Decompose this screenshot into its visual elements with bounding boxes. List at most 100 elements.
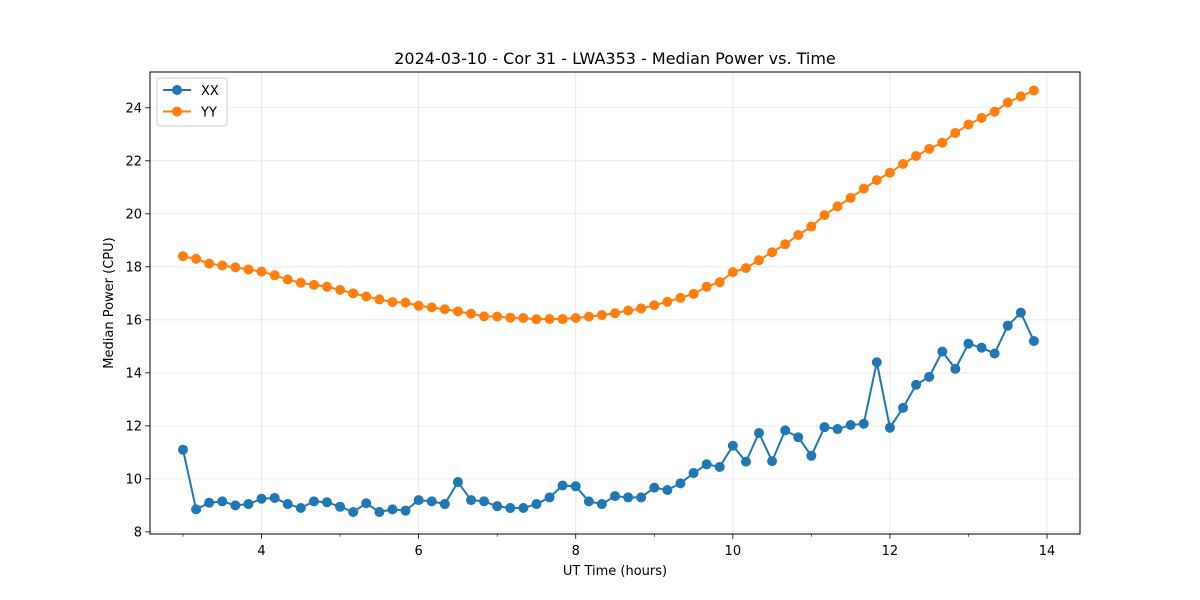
data-point-xx [989,348,1000,359]
data-point-xx [335,501,346,512]
data-point-xx [937,346,948,357]
data-point-yy [714,277,725,288]
data-point-yy [701,281,712,292]
data-point-xx [1002,320,1013,331]
data-point-yy [492,311,503,322]
data-point-xx [623,492,634,503]
data-point-xx [361,498,372,509]
data-point-yy [950,127,961,138]
data-point-yy [610,308,620,319]
data-point-yy [531,314,542,325]
data-point-yy [269,270,280,281]
data-point-yy [282,274,293,285]
data-point-xx [675,478,686,489]
plot-frame [149,71,1081,535]
y-tick-label: 8 [134,525,142,540]
data-point-yy [479,311,490,322]
x-tick-label: 8 [572,544,580,559]
data-point-yy [544,314,555,325]
data-point-xx [950,363,961,374]
legend-label-xx: XX [201,84,219,99]
data-point-yy [898,158,909,169]
data-point-xx [858,418,869,429]
data-point-yy [518,312,529,323]
data-point-xx [898,402,909,413]
data-point-yy [989,106,1000,117]
data-point-xx [282,499,293,510]
data-point-yy [963,119,974,130]
data-point-xx [452,477,463,488]
data-point-xx [767,456,778,467]
y-tick-label: 22 [125,154,142,169]
data-point-xx [780,425,791,436]
data-point-yy [230,262,241,273]
data-point-yy [1015,91,1026,102]
data-point-xx [662,485,673,495]
data-point-yy [740,263,751,274]
data-point-xx [217,496,228,507]
data-point-xx [321,497,332,508]
x-tick-label: 12 [882,544,899,559]
data-point-yy [675,292,686,303]
data-point-yy [636,303,647,314]
x-axis-label: UT Time (hours) [563,564,667,579]
data-point-yy [662,296,673,307]
data-point-yy [937,137,948,148]
data-point-xx [204,497,215,508]
data-point-xx [636,492,647,503]
data-point-yy [623,305,634,316]
data-point-yy [1002,97,1013,108]
data-point-yy [335,284,346,295]
data-point-xx [596,499,607,510]
data-point-xx [374,507,385,517]
y-tick-label: 16 [125,313,142,328]
data-point-yy [845,192,856,203]
data-point-xx [400,505,411,516]
data-point-yy [308,279,319,290]
data-point-xx [819,422,830,433]
data-point-yy [688,288,699,299]
data-point-xx [714,461,725,472]
data-point-xx [348,507,359,517]
legend-marker-yy [172,106,182,117]
data-point-yy [806,221,817,232]
data-point-xx [269,492,280,503]
data-point-yy [1028,85,1039,96]
data-point-yy [295,277,306,288]
data-point-xx [727,440,738,451]
data-point-yy [243,264,254,275]
data-point-yy [321,281,332,292]
data-point-xx [688,468,699,479]
data-point-xx [963,338,974,349]
y-tick-label: 10 [125,472,142,487]
data-point-xx [308,496,319,507]
data-point-yy [426,302,437,313]
data-point-yy [583,311,594,322]
data-point-xx [884,422,895,433]
x-tick-label: 10 [725,544,742,559]
data-point-xx [976,342,987,353]
data-point-xx [413,495,424,506]
data-point-yy [191,253,202,264]
legend-marker-xx [172,85,182,95]
data-point-xx [191,504,202,515]
data-point-yy [439,304,450,315]
data-point-yy [505,312,516,323]
data-point-yy [557,314,568,325]
data-point-xx [1015,307,1026,318]
data-point-xx [740,456,751,467]
data-point-xx [649,482,660,493]
legend-label-yy: YY [200,106,217,121]
data-point-yy [649,300,660,311]
data-point-xx [924,371,935,382]
data-point-xx [701,459,712,470]
data-point-xx [518,503,529,514]
data-point-xx [256,493,267,504]
data-point-yy [177,251,188,262]
data-point-xx [845,420,856,431]
data-point-yy [793,230,804,241]
data-point-yy [387,297,398,308]
data-point-yy [204,258,215,269]
data-point-xx [832,424,843,435]
